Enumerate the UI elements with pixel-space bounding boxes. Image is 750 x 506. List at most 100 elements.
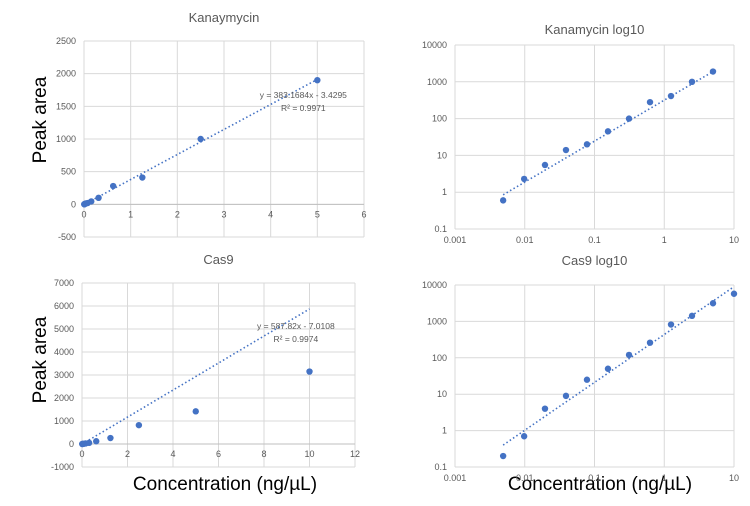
data-point (604, 128, 612, 135)
trendline (81, 308, 310, 445)
x-tick-label: 5 (315, 209, 320, 219)
x-tick-label: 0 (79, 449, 84, 459)
x-tick-label: 0.1 (588, 473, 601, 483)
data-point (197, 135, 204, 143)
data-point (625, 351, 633, 359)
y-tick-label: 0.1 (434, 224, 447, 234)
y-tick-label: 1000 (427, 77, 447, 87)
y-tick-label: 1 (442, 426, 447, 436)
data-point (520, 433, 528, 440)
data-point (604, 365, 612, 372)
data-point (306, 368, 313, 375)
y-tick-label: -500 (58, 232, 76, 242)
y-tick-label: 4000 (54, 347, 74, 357)
y-tick-label: 1 (442, 187, 447, 197)
y-tick-label: 6000 (54, 301, 74, 311)
data-point (562, 146, 570, 154)
chart-cas9-log10: Cas9 log10 0.1 1 10 100 1000 10000 0.001 0.01 0.1… (422, 253, 739, 483)
x-tick-label: 6 (216, 449, 221, 459)
chart-title: Kanamycin log10 (545, 22, 645, 37)
data-point (730, 290, 738, 297)
xlabel-left: Concentration (ng/µL) (133, 474, 317, 495)
xlabel-right: Concentration (ng/µL) (508, 474, 692, 495)
x-tick-label: 0.01 (516, 473, 534, 483)
data-point (688, 78, 696, 86)
y-tick-label: -1000 (51, 462, 74, 472)
x-tick-label: 6 (361, 209, 366, 219)
x-tick-label: 0.001 (444, 473, 467, 483)
data-point (646, 98, 654, 106)
data-point (95, 194, 102, 201)
x-tick-label: 10 (729, 235, 739, 245)
chart-cas9: Cas9 -1000 0 1000 2000 3000 4000 5000 6000 7000 0 2… (51, 252, 360, 472)
data-point (85, 439, 93, 447)
x-tick-label: 0.1 (588, 235, 601, 245)
x-tick-label: 1 (662, 473, 667, 483)
y-tick-label: 100 (432, 114, 447, 124)
data-point (583, 376, 591, 383)
data-point (541, 405, 549, 412)
data-point (688, 312, 696, 320)
trendline (502, 70, 714, 196)
x-tick-label: 2 (125, 449, 130, 459)
data-point (499, 452, 507, 460)
y-tick-label: 0 (71, 199, 76, 209)
data-point (709, 300, 717, 307)
chart-title: Kanaymycin (189, 10, 260, 25)
y-tick-label: 5000 (54, 324, 74, 334)
x-tick-label: 0 (81, 209, 86, 219)
data-point (625, 115, 633, 122)
y-tick-label: 10000 (422, 40, 447, 50)
data-point (314, 77, 321, 84)
data-point (109, 182, 117, 190)
x-tick-label: 4 (268, 209, 273, 219)
data-point (93, 438, 100, 445)
y-tick-label: 10 (437, 389, 447, 399)
data-point (192, 408, 199, 415)
trendline (502, 286, 735, 446)
x-tick-label: 10 (729, 473, 739, 483)
data-point (135, 421, 143, 429)
y-tick-label: 2000 (54, 393, 74, 403)
x-tick-label: 1 (662, 235, 667, 245)
data-point (583, 141, 591, 148)
y-tick-label: 1000 (56, 134, 76, 144)
y-tick-label: 500 (61, 167, 76, 177)
data-point (520, 175, 528, 183)
trendline-r2: R² = 0.9974 (274, 334, 319, 344)
chart-title: Cas9 (203, 252, 233, 267)
x-tick-label: 10 (304, 449, 314, 459)
y-tick-label: 0 (69, 439, 74, 449)
trendline-r2: R² = 0.9971 (281, 103, 326, 113)
data-point (541, 161, 549, 169)
y-tick-label: 0.1 (434, 462, 447, 472)
x-tick-label: 12 (350, 449, 360, 459)
data-point (499, 197, 507, 204)
y-tick-label: 2000 (56, 69, 76, 79)
y-tick-label: 1500 (56, 101, 76, 111)
data-point (667, 321, 675, 328)
y-tick-label: 10 (437, 150, 447, 160)
trendline-equation: y = 383.1684x - 3.4295 (260, 90, 347, 100)
x-tick-label: 2 (175, 209, 180, 219)
y-tick-label: 1000 (427, 316, 447, 326)
ylabel-bottom: Peak area (30, 316, 51, 403)
x-tick-label: 8 (261, 449, 266, 459)
data-point (107, 434, 114, 442)
y-tick-label: 100 (432, 353, 447, 363)
x-tick-label: 0.001 (444, 235, 467, 245)
y-tick-label: 1000 (54, 416, 74, 426)
data-point (562, 392, 570, 400)
data-point (646, 339, 654, 346)
y-tick-label: 3000 (54, 370, 74, 380)
y-tick-label: 10000 (422, 280, 447, 290)
x-tick-label: 3 (221, 209, 226, 219)
chart-title: Cas9 log10 (562, 253, 628, 268)
x-tick-label: 0.01 (516, 235, 534, 245)
trendline-equation: y = 587.82x - 7.0108 (257, 321, 335, 331)
y-tick-label: 7000 (54, 278, 74, 288)
ylabel-top: Peak area (30, 76, 51, 163)
x-tick-label: 4 (170, 449, 175, 459)
data-point (88, 198, 95, 205)
